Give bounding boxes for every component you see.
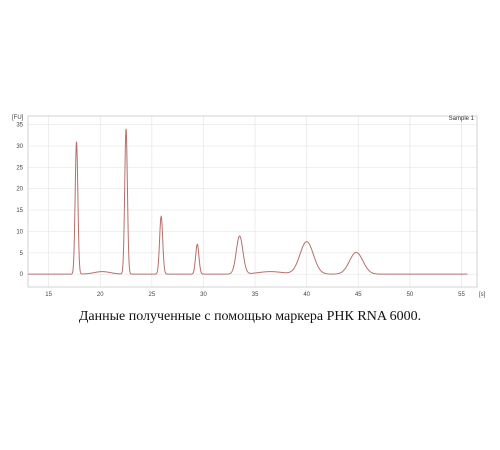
y-tick-label: 35: [16, 123, 23, 129]
x-tick-label: 45: [355, 292, 362, 298]
x-tick-label: 30: [200, 292, 207, 298]
y-tick-label: 15: [16, 208, 23, 214]
y-axis-ticks: 0 5 10 15 20 25 30 35: [16, 123, 23, 279]
x-tick-label: 40: [303, 292, 310, 298]
electropherogram-chart: 0 5 10 15 20 25 30 35 15 20 25 30 35 40 45 50 55 [FU] […: [12, 115, 486, 298]
x-tick-label: 35: [252, 292, 259, 298]
x-tick-label: 20: [97, 292, 104, 298]
x-tick-label: 50: [407, 292, 414, 298]
y-tick-label: 30: [16, 144, 23, 150]
x-tick-label: 25: [149, 292, 156, 298]
plot-frame: [27, 115, 478, 288]
y-tick-label: 10: [16, 229, 23, 235]
x-axis-unit-label: [s]: [479, 292, 486, 298]
y-axis-unit-label: [FU]: [12, 115, 24, 121]
grid: [28, 116, 477, 287]
y-tick-label: 25: [16, 165, 23, 171]
x-axis-ticks: 15 20 25 30 35 40 45 50 55: [45, 292, 465, 298]
figure-caption: Данные полученные с помощью маркера РНК …: [78, 309, 422, 324]
x-tick-label: 55: [458, 292, 465, 298]
x-tick-label: 15: [45, 292, 52, 298]
fluorescence-trace-line: [28, 128, 468, 275]
sample-label: Sample 1: [449, 116, 475, 122]
y-tick-label: 0: [20, 272, 24, 278]
y-tick-label: 20: [16, 187, 23, 193]
y-tick-label: 5: [20, 251, 24, 257]
